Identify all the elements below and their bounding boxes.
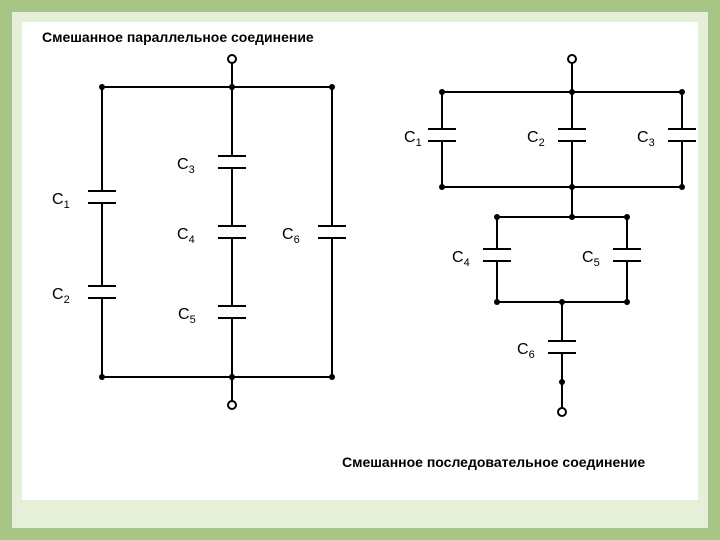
svg-text:C2: C2	[527, 129, 545, 149]
circuit-svg: Смешанное параллельное соединение Смешанн…	[22, 22, 698, 500]
slide-frame: Смешанное параллельное соединение Смешанн…	[12, 12, 708, 528]
svg-text:C3: C3	[177, 156, 195, 176]
svg-text:C1: C1	[404, 129, 422, 149]
svg-text:C1: C1	[52, 191, 70, 211]
card: Смешанное параллельное соединение Смешанн…	[22, 22, 698, 500]
title-bottom: Смешанное последовательное соединение	[342, 454, 645, 470]
title-top: Смешанное параллельное соединение	[42, 29, 314, 45]
svg-text:C6: C6	[517, 341, 535, 361]
svg-text:C2: C2	[52, 286, 70, 306]
svg-text:C5: C5	[178, 306, 196, 326]
svg-text:C4: C4	[452, 249, 470, 269]
svg-text:C5: C5	[582, 249, 600, 269]
svg-text:C3: C3	[637, 129, 655, 149]
svg-text:C6: C6	[282, 226, 300, 246]
svg-text:C4: C4	[177, 226, 195, 246]
